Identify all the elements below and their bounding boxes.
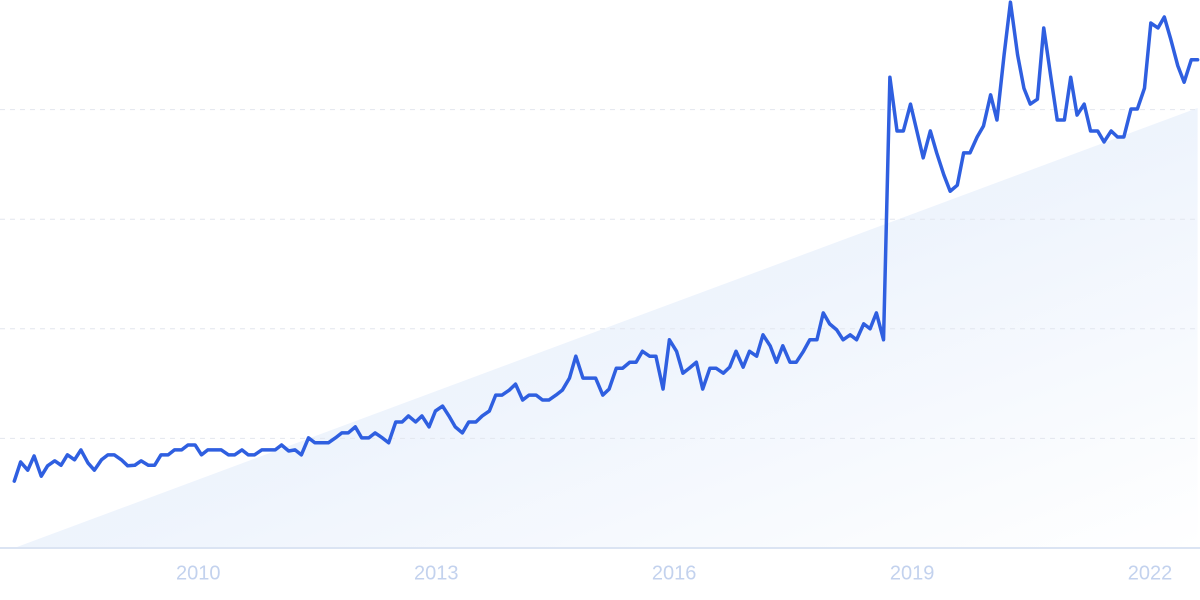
- trend-area: [14, 107, 1198, 549]
- x-tick-label: 2013: [414, 562, 459, 584]
- trend-line: [12, 0, 1200, 483]
- x-tick-label: 2022: [1128, 562, 1173, 584]
- x-tick-label: 2019: [890, 562, 935, 584]
- x-tick-label: 2010: [176, 562, 221, 584]
- x-tick-label: 2016: [652, 562, 697, 584]
